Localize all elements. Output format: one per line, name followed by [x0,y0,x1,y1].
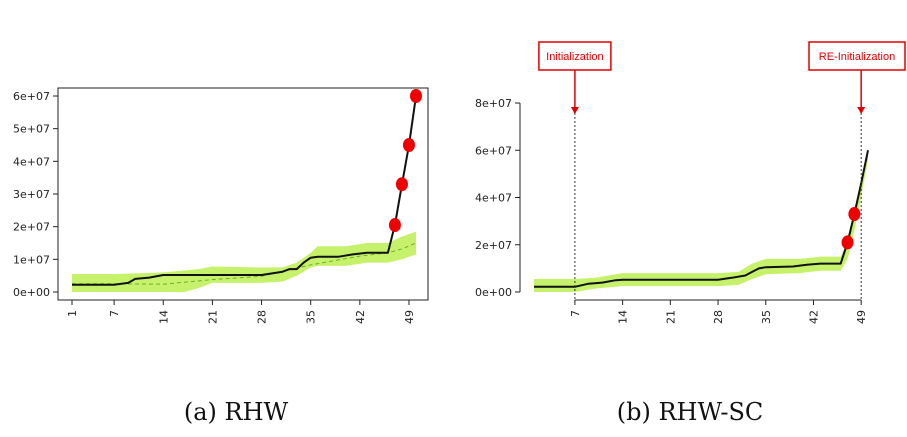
confidence-band-b [534,147,868,292]
annotation-arrowhead-0 [570,107,579,114]
y-tick-label: 0e+00 [13,286,50,299]
y-tick-label: 6e+07 [13,90,50,103]
x-tick-label: 1 [66,310,79,317]
observed-line-b [534,150,869,288]
x-tick-label: 35 [760,310,773,324]
x-tick-label: 14 [157,310,170,324]
annotation-label-0: Initialization [546,51,603,63]
chart-panel-b: (b) RHW-SC Initialization RE-Initializati… [475,41,906,426]
x-tick-label: 7 [108,310,121,317]
x-tick-label: 7 [569,310,582,317]
y-tick-label: 6e+07 [475,144,512,157]
y-tick-label: 2e+07 [13,221,50,234]
x-tick-label: 28 [256,310,269,324]
y-tick-label: 8e+07 [475,97,512,110]
x-tick-label: 35 [305,310,318,324]
annotation-arrowhead-1 [857,107,866,114]
y-tick-label: 3e+07 [13,188,50,201]
y-tick-label: 4e+07 [13,155,50,168]
y-tick-label: 5e+07 [13,123,50,136]
x-tick-label: 28 [712,310,725,324]
x-tick-label: 49 [403,310,416,324]
annotation-label-1: RE-Initialization [819,51,895,63]
x-tick-label: 21 [206,310,219,324]
caption-b: (b) RHW-SC [617,398,764,426]
x-tick-label: 42 [807,310,820,324]
observed-line-a [72,95,417,286]
mean-line-a [72,242,417,285]
x-tick-label: 49 [855,310,868,324]
marker-point [402,138,415,152]
marker-point [848,207,861,222]
marker-point [841,235,854,250]
marker-point [395,177,408,192]
annotation-box-1 [808,41,906,71]
x-tick-label: 21 [664,310,677,324]
marker-point [388,218,401,233]
chart-panel-a: (a) RHW 0e+00 1e+07 2e+07 3e+07 4e+07 5e+07 6e… [13,87,429,426]
marker-point [410,89,422,103]
y-tick-label: 2e+07 [475,239,512,252]
y-tick-label: 4e+07 [475,192,512,205]
x-tick-label: 42 [354,310,367,324]
x-tick-label: 14 [617,310,630,324]
caption-a: (a) RHW [184,398,289,426]
y-tick-label: 1e+07 [13,253,50,266]
y-tick-label: 0e+00 [475,286,512,299]
